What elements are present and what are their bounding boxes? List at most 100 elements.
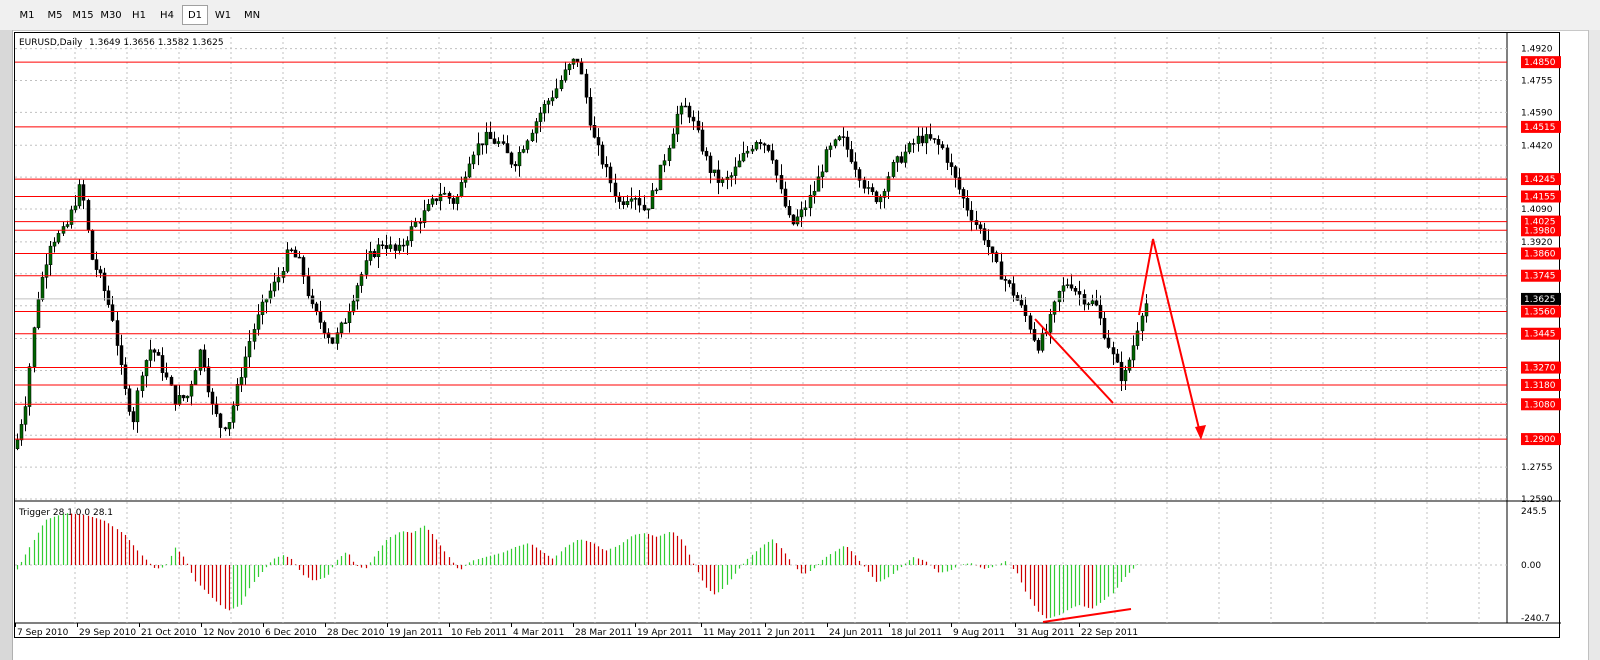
candle-bull bbox=[189, 383, 194, 397]
projection-path[interactable] bbox=[1138, 238, 1202, 438]
candle-bull bbox=[741, 152, 746, 162]
candle-bull bbox=[422, 210, 427, 223]
right-scrollbar[interactable] bbox=[1588, 30, 1600, 660]
level-price-tag bbox=[1521, 224, 1561, 237]
candle-bull bbox=[667, 147, 672, 161]
level-price-label: 1.4245 bbox=[1524, 175, 1556, 185]
candle-bear bbox=[982, 228, 987, 241]
divergence-line[interactable] bbox=[1042, 608, 1132, 623]
candle-bear bbox=[766, 144, 771, 151]
ohlc-readout: 1.3649 1.3656 1.3582 1.3625 bbox=[89, 38, 224, 48]
candle-bear bbox=[330, 337, 335, 344]
timeframe-w1-button[interactable]: W1 bbox=[214, 10, 232, 21]
candle-bull bbox=[56, 233, 61, 243]
candle-bear bbox=[642, 204, 647, 211]
candle-bull bbox=[476, 143, 481, 156]
candle-bear bbox=[384, 245, 389, 249]
candle-bull bbox=[405, 240, 410, 246]
timeframe-m1-button[interactable]: M1 bbox=[19, 10, 35, 21]
candle-bear bbox=[899, 156, 904, 163]
candle-bear bbox=[787, 206, 792, 216]
candle-bull bbox=[658, 164, 663, 191]
candle-bull bbox=[837, 136, 842, 141]
date-axis-label: 9 Aug 2011 bbox=[953, 628, 1005, 638]
chart-canvas[interactable]: 1.4920 1.4755 1.4590 1.4420 1.4090 1.3920 1.27… bbox=[15, 33, 1561, 639]
timeframe-mn-button[interactable]: MN bbox=[243, 10, 261, 21]
candle-bull bbox=[1123, 369, 1128, 382]
candle-bear bbox=[696, 120, 701, 131]
candle-bull bbox=[359, 274, 364, 286]
candle-bear bbox=[857, 169, 862, 181]
level-price-label: 1.3445 bbox=[1524, 330, 1556, 340]
candle-bull bbox=[281, 271, 286, 278]
timeframe-m30-button[interactable]: M30 bbox=[100, 10, 122, 21]
candle-bear bbox=[152, 349, 157, 353]
level-price-label: 1.3560 bbox=[1524, 307, 1556, 317]
candle-bull bbox=[866, 187, 871, 189]
candle-bull bbox=[471, 154, 476, 165]
candle-bear bbox=[1036, 340, 1041, 351]
candle-bull bbox=[903, 151, 908, 163]
candle-bear bbox=[870, 187, 875, 192]
date-axis-label: 10 Feb 2011 bbox=[451, 628, 507, 638]
candle-bull bbox=[52, 241, 57, 247]
timeframe-h4-button[interactable]: H4 bbox=[160, 10, 174, 21]
level-price-label: 1.4155 bbox=[1524, 192, 1556, 202]
candle-bull bbox=[824, 149, 829, 173]
candle-bear bbox=[957, 177, 962, 190]
candle-bear bbox=[501, 141, 506, 144]
candle-bear bbox=[98, 269, 103, 274]
trendline-down[interactable] bbox=[1034, 318, 1114, 404]
candle-bull bbox=[36, 299, 41, 328]
candle-bull bbox=[654, 189, 659, 192]
symbol-title: EURUSD,Daily bbox=[19, 38, 83, 48]
candle-bull bbox=[525, 140, 530, 150]
candle-bear bbox=[774, 159, 779, 176]
date-axis-label: 18 Jul 2011 bbox=[891, 628, 942, 638]
candle-bull bbox=[517, 152, 522, 167]
timeframe-h1-button[interactable]: H1 bbox=[132, 10, 146, 21]
candle-bear bbox=[181, 395, 186, 399]
candle-bull bbox=[231, 405, 236, 423]
candle-bear bbox=[1106, 337, 1111, 348]
candle-bull bbox=[388, 244, 393, 249]
candle-bull bbox=[895, 156, 900, 163]
candle-bear bbox=[102, 272, 107, 292]
candle-bear bbox=[1073, 287, 1078, 292]
candle-bull bbox=[442, 192, 447, 195]
candle-bull bbox=[671, 133, 676, 149]
timeframe-m15-button[interactable]: M15 bbox=[72, 10, 94, 21]
candle-bull bbox=[828, 145, 833, 150]
candle-bear bbox=[853, 161, 858, 170]
candle-bull bbox=[272, 281, 277, 292]
candle-bear bbox=[845, 136, 850, 150]
candle-bull bbox=[546, 100, 551, 105]
candle-bull bbox=[27, 366, 32, 407]
timeframe-m5-button[interactable]: M5 bbox=[47, 10, 63, 21]
date-axis-label: 31 Aug 2011 bbox=[1017, 628, 1075, 638]
candle-bear bbox=[1077, 291, 1082, 295]
current-price-label: 1.3625 bbox=[1524, 295, 1556, 305]
price-axis-label: 1.4420 bbox=[1521, 141, 1553, 151]
timeframe-d1-button[interactable]: D1 bbox=[182, 5, 208, 25]
candle-bear bbox=[301, 257, 306, 277]
candle-bear bbox=[1094, 300, 1099, 306]
candle-bull bbox=[907, 143, 912, 153]
candle-bull bbox=[48, 245, 53, 265]
candle-bear bbox=[393, 244, 398, 251]
date-axis-label: 24 Jun 2011 bbox=[829, 628, 883, 638]
candle-bull bbox=[276, 277, 281, 283]
level-price-label: 1.4850 bbox=[1524, 58, 1556, 68]
indicator-title: Trigger 28.1 0.0 28.1 bbox=[18, 508, 113, 518]
candle-bear bbox=[372, 251, 377, 258]
candle-bear bbox=[401, 244, 406, 247]
chart-window[interactable]: 1.4920 1.4755 1.4590 1.4420 1.4090 1.3920 1.27… bbox=[14, 32, 1561, 639]
candle-bull bbox=[720, 179, 725, 183]
candle-bull bbox=[438, 194, 443, 202]
candle-bear bbox=[206, 366, 211, 393]
candle-bear bbox=[156, 352, 161, 356]
candle-bear bbox=[588, 96, 593, 126]
candle-bear bbox=[1023, 304, 1028, 316]
candle-bull bbox=[803, 207, 808, 211]
candle-bull bbox=[1048, 314, 1053, 333]
